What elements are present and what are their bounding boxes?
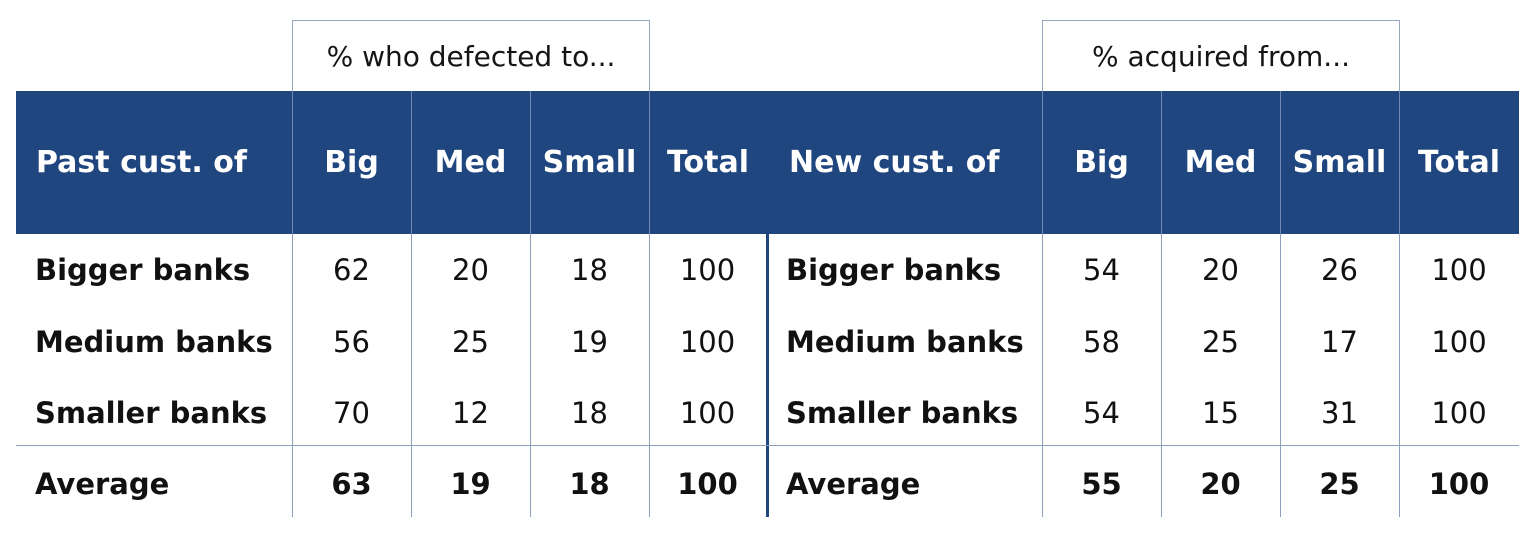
header-right-total: Total bbox=[1418, 145, 1500, 180]
header-left-total: Total bbox=[667, 145, 749, 180]
table-cell: 100 bbox=[679, 253, 736, 287]
average-cell: 100 bbox=[677, 467, 738, 501]
header-left-med: Med bbox=[434, 145, 507, 180]
average-label: Average bbox=[786, 467, 921, 501]
table-cell: 100 bbox=[1431, 396, 1487, 430]
table-cell: 12 bbox=[452, 396, 489, 430]
row-label: Medium banks bbox=[786, 325, 1024, 359]
header-new-customers: New cust. of bbox=[789, 145, 1000, 180]
table-cell: 25 bbox=[1202, 325, 1239, 359]
caption-defected-to: % who defected to... bbox=[292, 20, 650, 91]
header-separator bbox=[1280, 91, 1281, 234]
table-cell: 20 bbox=[1202, 253, 1239, 287]
table-cell: 19 bbox=[571, 325, 608, 359]
table-cell: 54 bbox=[1083, 396, 1120, 430]
table-cell: 56 bbox=[333, 325, 370, 359]
average-label: Average bbox=[35, 467, 170, 501]
table-cell: 54 bbox=[1083, 253, 1120, 287]
header-separator bbox=[649, 91, 650, 234]
header-right-small: Small bbox=[1292, 145, 1387, 180]
header-separator bbox=[1399, 91, 1400, 234]
average-cell: 20 bbox=[1200, 467, 1241, 501]
average-cell: 25 bbox=[1319, 467, 1360, 501]
table-cell: 31 bbox=[1321, 396, 1358, 430]
header-separator bbox=[1161, 91, 1162, 234]
average-cell: 63 bbox=[331, 467, 372, 501]
table-cell: 100 bbox=[1431, 325, 1487, 359]
table-cell: 18 bbox=[571, 253, 608, 287]
average-cell: 100 bbox=[1428, 467, 1490, 501]
table-cell: 62 bbox=[333, 253, 370, 287]
table-cell: 70 bbox=[333, 396, 370, 430]
average-cell: 19 bbox=[450, 467, 491, 501]
table-cell: 20 bbox=[452, 253, 489, 287]
row-label: Medium banks bbox=[35, 325, 273, 359]
header-separator bbox=[1042, 91, 1043, 234]
header-past-customers: Past cust. of bbox=[36, 145, 247, 180]
column-divider bbox=[1399, 234, 1400, 517]
column-divider bbox=[649, 234, 650, 517]
table-cell: 100 bbox=[679, 325, 736, 359]
column-divider bbox=[292, 234, 293, 517]
table-cell: 100 bbox=[679, 396, 736, 430]
column-divider bbox=[530, 234, 531, 517]
header-separator bbox=[530, 91, 531, 234]
average-cell: 18 bbox=[569, 467, 610, 501]
column-divider bbox=[1042, 234, 1043, 517]
header-left-big: Big bbox=[324, 145, 379, 180]
table-cell: 100 bbox=[1431, 253, 1487, 287]
table-cell: 18 bbox=[571, 396, 608, 430]
average-cell: 55 bbox=[1081, 467, 1122, 501]
column-divider bbox=[411, 234, 412, 517]
header-separator bbox=[411, 91, 412, 234]
table-cell: 26 bbox=[1321, 253, 1358, 287]
header-right-big: Big bbox=[1074, 145, 1129, 180]
table-cell: 17 bbox=[1321, 325, 1358, 359]
column-divider bbox=[1161, 234, 1162, 517]
average-separator-line bbox=[16, 445, 1519, 446]
table-cell: 58 bbox=[1083, 325, 1120, 359]
row-label: Smaller banks bbox=[786, 396, 1019, 430]
header-left-small: Small bbox=[542, 145, 637, 180]
section-divider bbox=[766, 91, 769, 517]
header-separator bbox=[292, 91, 293, 234]
table-cell: 25 bbox=[452, 325, 489, 359]
row-label: Bigger banks bbox=[35, 253, 251, 287]
table-cell: 15 bbox=[1202, 396, 1239, 430]
header-right-med: Med bbox=[1184, 145, 1257, 180]
row-label: Bigger banks bbox=[786, 253, 1002, 287]
column-divider bbox=[1280, 234, 1281, 517]
row-label: Smaller banks bbox=[35, 396, 268, 430]
caption-acquired-from: % acquired from... bbox=[1042, 20, 1400, 91]
